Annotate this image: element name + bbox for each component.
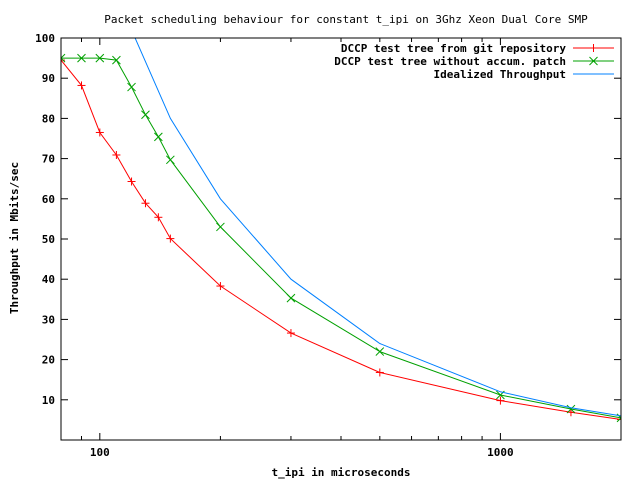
y-tick-label: 60 — [42, 193, 55, 206]
data-point — [154, 213, 163, 222]
data-point — [216, 282, 225, 291]
y-tick-label: 10 — [42, 394, 55, 407]
data-point — [154, 132, 163, 142]
y-tick-label: 70 — [42, 153, 55, 166]
data-point — [375, 347, 385, 356]
chart-title: Packet scheduling behaviour for constant… — [104, 13, 588, 26]
series-layer — [61, 38, 621, 424]
data-point — [127, 177, 136, 186]
data-point — [127, 82, 136, 92]
data-point — [286, 293, 296, 303]
data-point — [61, 53, 66, 63]
data-point — [77, 81, 86, 90]
y-tick-label: 30 — [42, 313, 55, 326]
y-tick-label: 40 — [42, 273, 55, 286]
ticks-layer: 10 20 30 40 50 60 70 80 90 100 100 1000 — [35, 32, 622, 459]
data-point — [77, 53, 86, 63]
legend-marker — [589, 44, 598, 52]
data-point — [216, 222, 225, 232]
data-point — [95, 128, 104, 137]
legend-label: DCCP test tree without accum. patch — [334, 55, 566, 68]
series-line — [61, 59, 621, 420]
x-tick-label: 1000 — [487, 446, 514, 459]
y-tick-label: 80 — [42, 112, 55, 125]
data-point — [95, 53, 105, 63]
legend-label: Idealized Throughput — [434, 68, 566, 81]
y-tick-label: 90 — [42, 72, 55, 85]
data-point — [566, 404, 576, 414]
data-point — [141, 110, 150, 120]
plot-frame — [60, 37, 622, 441]
series-line — [134, 38, 621, 417]
data-point — [112, 150, 121, 159]
data-point — [617, 415, 621, 424]
series-2 — [61, 53, 621, 423]
y-axis-label: Throughput in Mbits/sec — [8, 162, 21, 314]
y-tick-label: 100 — [35, 32, 55, 45]
series-line — [61, 57, 621, 419]
data-point — [166, 155, 175, 165]
data-point — [166, 234, 175, 243]
series-3 — [134, 38, 621, 417]
data-point — [141, 199, 150, 208]
legend-label: DCCP test tree from git repository — [341, 42, 567, 55]
legend-marker — [589, 56, 598, 66]
data-point — [286, 329, 295, 338]
data-point — [375, 368, 384, 377]
data-point — [496, 396, 505, 405]
data-point — [112, 55, 121, 65]
x-axis-label: t_ipi in microseconds — [271, 466, 410, 479]
y-tick-label: 20 — [42, 354, 55, 367]
x-tick-label: 100 — [90, 446, 110, 459]
y-tick-label: 50 — [42, 233, 55, 246]
